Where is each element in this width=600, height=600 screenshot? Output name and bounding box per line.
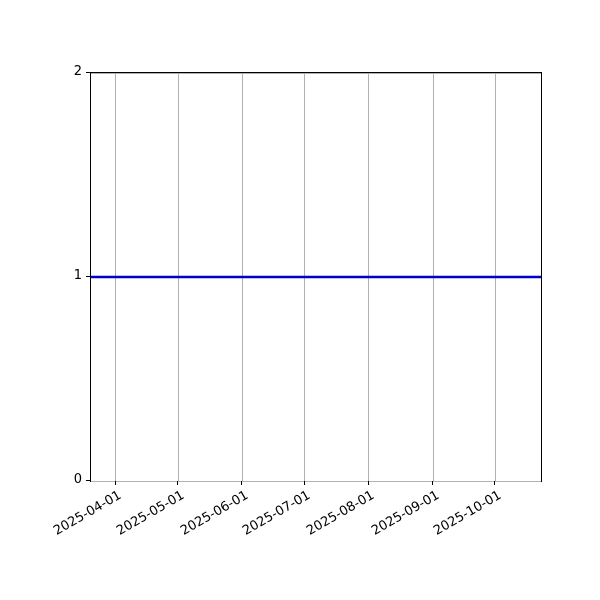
y-tick-mark xyxy=(86,276,90,277)
x-tick-label: 2025-09-01 xyxy=(368,488,442,539)
x-tick-label: 2025-10-01 xyxy=(430,488,504,539)
x-tick-label: 2025-07-01 xyxy=(240,488,314,539)
y-tick-label: 0 xyxy=(73,472,82,487)
x-tick-label: 2025-08-01 xyxy=(304,488,378,539)
series-layer xyxy=(91,275,541,279)
x-tick-mark xyxy=(367,481,369,485)
plot-area xyxy=(90,72,542,482)
x-tick-mark xyxy=(494,481,496,485)
y-tick-mark xyxy=(86,72,90,73)
y-tick-label: 2 xyxy=(73,64,82,79)
y-gridline xyxy=(91,480,541,482)
y-gridline xyxy=(91,72,541,74)
y-tick-label: 1 xyxy=(73,268,82,283)
x-tick-mark xyxy=(303,481,305,485)
y-tick-mark xyxy=(86,480,90,481)
x-tick-label: 2025-04-01 xyxy=(51,488,125,539)
x-tick-mark xyxy=(114,481,116,485)
x-tick-label: 2025-05-01 xyxy=(113,488,187,539)
x-tick-mark xyxy=(241,481,243,485)
x-tick-mark xyxy=(177,481,179,485)
x-tick-label: 2025-06-01 xyxy=(177,488,251,539)
x-tick-mark xyxy=(432,481,434,485)
